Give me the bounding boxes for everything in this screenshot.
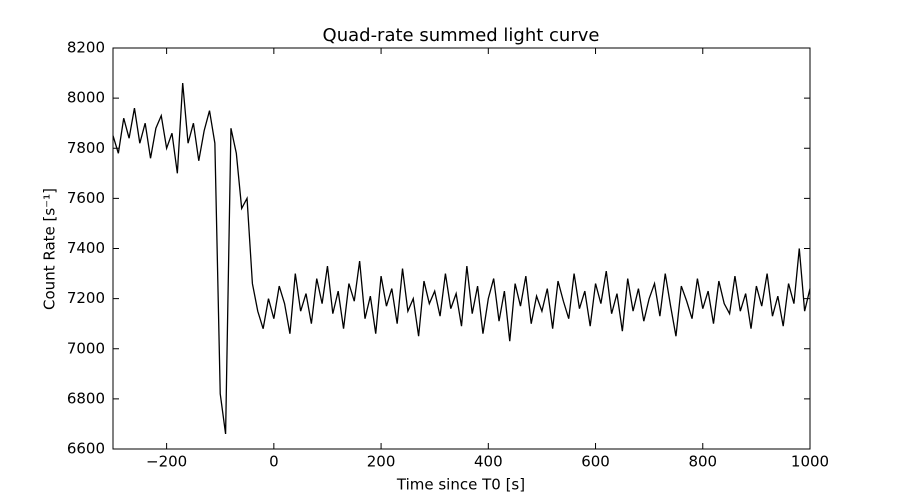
y-axis-label: Count Rate [s⁻¹] bbox=[41, 188, 59, 310]
y-tick-label: 8000 bbox=[67, 89, 105, 107]
y-tick-label: 6800 bbox=[67, 389, 105, 407]
x-tick-label: 800 bbox=[688, 453, 717, 471]
plot-frame bbox=[112, 47, 811, 450]
y-tick-label: 6600 bbox=[67, 440, 105, 458]
x-tick-label: 400 bbox=[474, 453, 503, 471]
chart-title: Quad-rate summed light curve bbox=[323, 25, 600, 46]
y-tick-label: 7600 bbox=[67, 189, 105, 207]
y-tick-label: 7800 bbox=[67, 139, 105, 157]
y-tick-label: 7200 bbox=[67, 289, 105, 307]
x-tick-label: 200 bbox=[367, 453, 396, 471]
x-tick-label: 600 bbox=[581, 453, 610, 471]
x-tick-label: 1000 bbox=[791, 453, 829, 471]
y-tick-label: 8200 bbox=[67, 39, 105, 57]
x-tick-label: −200 bbox=[146, 453, 187, 471]
x-axis-label: Time since T0 [s] bbox=[396, 476, 525, 494]
y-tick-label: 7400 bbox=[67, 239, 105, 257]
x-tick-label: 0 bbox=[269, 453, 279, 471]
y-tick-label: 7000 bbox=[67, 339, 105, 357]
data-line bbox=[112, 83, 811, 435]
